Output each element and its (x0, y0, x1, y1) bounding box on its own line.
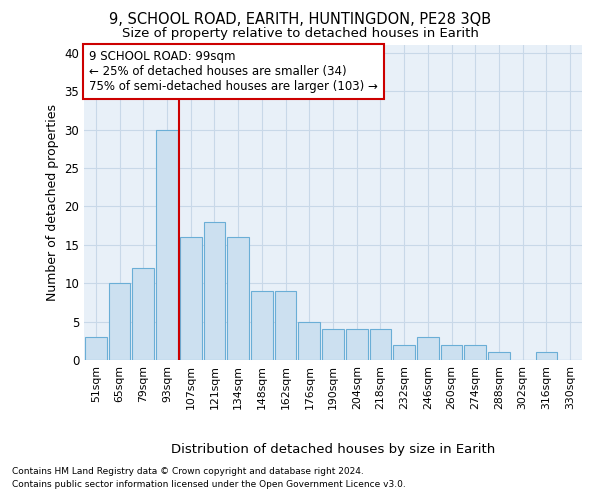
Text: Size of property relative to detached houses in Earith: Size of property relative to detached ho… (122, 28, 478, 40)
Text: 9 SCHOOL ROAD: 99sqm
← 25% of detached houses are smaller (34)
75% of semi-detac: 9 SCHOOL ROAD: 99sqm ← 25% of detached h… (89, 50, 378, 92)
Bar (393, 344, 415, 360)
Bar (133, 268, 154, 360)
Bar (109, 283, 130, 360)
Bar (275, 291, 296, 360)
Text: Contains public sector information licensed under the Open Government Licence v3: Contains public sector information licen… (12, 480, 406, 489)
Bar (156, 130, 178, 360)
Bar (440, 344, 463, 360)
Bar (298, 322, 320, 360)
Bar (322, 330, 344, 360)
Bar (488, 352, 510, 360)
Bar (180, 237, 202, 360)
Bar (464, 344, 486, 360)
Text: Distribution of detached houses by size in Earith: Distribution of detached houses by size … (171, 442, 495, 456)
Bar (251, 291, 273, 360)
Bar (203, 222, 226, 360)
Text: 9, SCHOOL ROAD, EARITH, HUNTINGDON, PE28 3QB: 9, SCHOOL ROAD, EARITH, HUNTINGDON, PE28… (109, 12, 491, 28)
Bar (346, 330, 368, 360)
Bar (417, 337, 439, 360)
Bar (370, 330, 391, 360)
Bar (85, 337, 107, 360)
Bar (536, 352, 557, 360)
Text: Contains HM Land Registry data © Crown copyright and database right 2024.: Contains HM Land Registry data © Crown c… (12, 468, 364, 476)
Bar (227, 237, 249, 360)
Y-axis label: Number of detached properties: Number of detached properties (46, 104, 59, 301)
